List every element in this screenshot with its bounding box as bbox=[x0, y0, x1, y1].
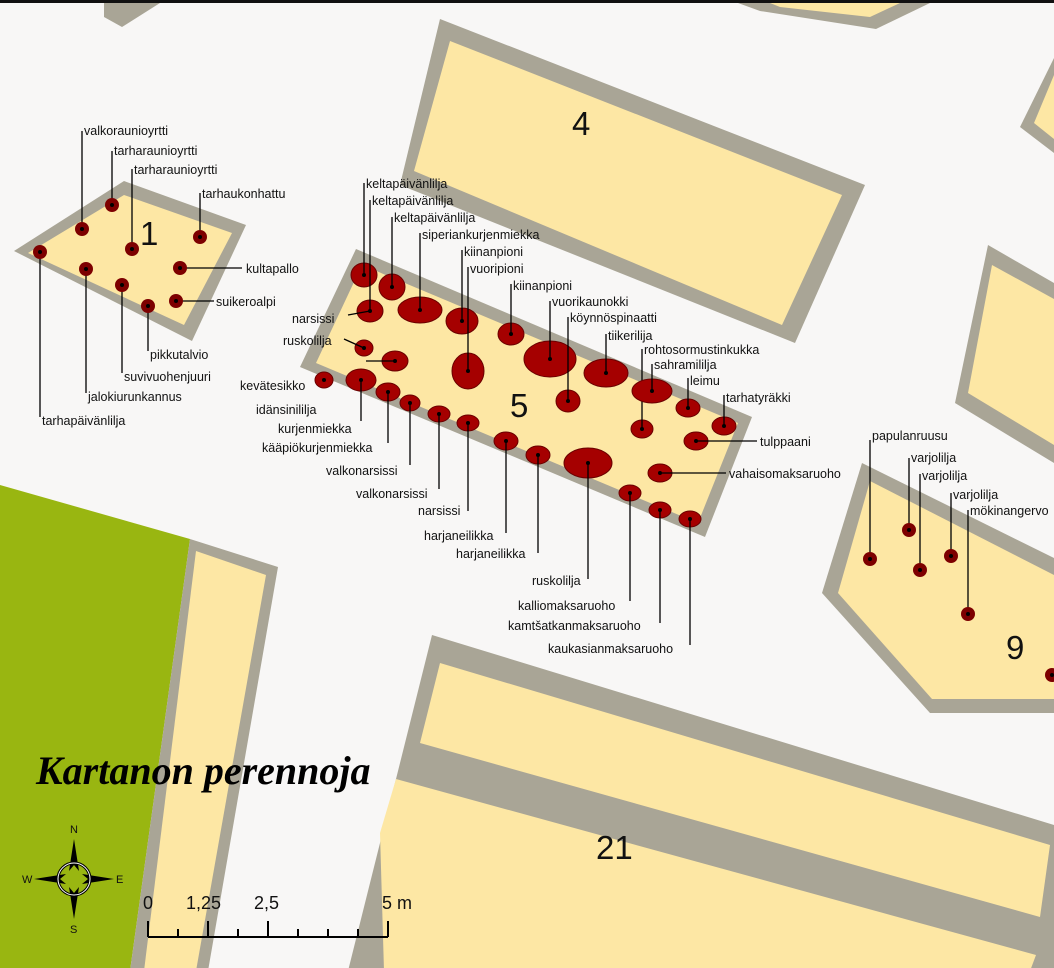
plant-label: valkoraunioyrtti bbox=[84, 124, 168, 138]
plant-label: kalliomaksaruoho bbox=[518, 599, 615, 613]
plant-label: tarhapäivänlilja bbox=[42, 414, 125, 428]
compass-east: E bbox=[116, 874, 123, 886]
map-title: Kartanon perennoja bbox=[35, 748, 371, 793]
plant-label: suikeroalpi bbox=[216, 295, 276, 309]
plant-label: kultapallo bbox=[246, 262, 299, 276]
plant-label: tulppaani bbox=[760, 435, 811, 449]
plant-label: jalokiurunkannus bbox=[87, 390, 182, 404]
plant-label: tiikerilija bbox=[608, 329, 653, 343]
bed-4 bbox=[414, 41, 842, 325]
plant-label: köynnöspinaatti bbox=[570, 311, 657, 325]
garden-map: 1 4 5 9 21 valkoraunioyrtti tarharaunioy… bbox=[0, 3, 1054, 968]
scale-tick-label: 1,25 bbox=[186, 893, 221, 913]
bed-number-21: 21 bbox=[596, 829, 633, 866]
plant-label: tarharaunioyrtti bbox=[114, 144, 197, 158]
scale-bar: 0 1,25 2,5 5 m bbox=[143, 893, 412, 938]
plant-label: siperiankurjenmiekka bbox=[422, 228, 539, 242]
plant-label: varjolilja bbox=[953, 488, 998, 502]
plant-label: tarharaunioyrtti bbox=[134, 163, 217, 177]
plant-label: kurjenmiekka bbox=[278, 422, 352, 436]
bed-5 bbox=[316, 265, 738, 523]
lawn-area bbox=[0, 485, 190, 968]
bed-fragment-top-right-inner bbox=[1034, 75, 1054, 139]
plant-label: narsissi bbox=[292, 312, 334, 326]
scale-tick-label: 5 m bbox=[382, 893, 412, 913]
bed-21-upper bbox=[420, 663, 1050, 917]
plant-label: valkonarsissi bbox=[326, 464, 398, 478]
plant-label: sahramililja bbox=[654, 358, 717, 372]
compass-south: S bbox=[70, 924, 77, 936]
plant-label: narsissi bbox=[418, 504, 460, 518]
plant-label: vuorikaunokki bbox=[552, 295, 628, 309]
compass-north: N bbox=[70, 824, 78, 836]
bed-9-plants: papulanruusu varjolilja varjolilja varjo… bbox=[863, 429, 1054, 682]
plant-label: papulanruusu bbox=[872, 429, 948, 443]
plant-label: valkonarsissi bbox=[356, 487, 428, 501]
bed-9 bbox=[838, 481, 1054, 699]
bed-number-5: 5 bbox=[510, 387, 528, 424]
plant-label: tarhaukonhattu bbox=[202, 187, 285, 201]
bed-5-plants: keltapäivänlilja keltapäivänlilja keltap… bbox=[240, 177, 841, 656]
plant-label: pikkutalvio bbox=[150, 348, 208, 362]
plant-label: kaukasianmaksaruoho bbox=[548, 642, 673, 656]
plant-label: keltapäivänlilja bbox=[372, 194, 453, 208]
bed-number-1: 1 bbox=[140, 215, 158, 252]
bed-number-9: 9 bbox=[1006, 629, 1024, 666]
plant-label: kiinanpioni bbox=[464, 245, 523, 259]
plant-label: keltapäivänlilja bbox=[394, 211, 475, 225]
bed-1-plants: valkoraunioyrtti tarharaunioyrtti tarhar… bbox=[33, 124, 299, 428]
plant-label: mökinangervo bbox=[970, 504, 1049, 518]
plant-label: ruskolilja bbox=[532, 574, 581, 588]
compass-rose: N E S W bbox=[22, 824, 123, 936]
plant-label: kiinanpioni bbox=[513, 279, 572, 293]
plant-label: varjolilja bbox=[911, 451, 956, 465]
scale-tick-label: 0 bbox=[143, 893, 153, 913]
bed-fragment-top-inner bbox=[770, 3, 900, 17]
bed-21-lower bbox=[380, 779, 1036, 968]
scale-tick-label: 2,5 bbox=[254, 893, 279, 913]
plant-label: tarhatyräkki bbox=[726, 391, 791, 405]
plant-label: harjaneilikka bbox=[456, 547, 526, 561]
plant-label: kamtšatkanmaksaruoho bbox=[508, 619, 641, 633]
compass-west: W bbox=[22, 874, 33, 886]
plant-label: ruskolilja bbox=[283, 334, 332, 348]
plant-label: varjolilja bbox=[922, 469, 967, 483]
bed-fragment-top-left bbox=[104, 3, 160, 27]
path-strip-inner bbox=[144, 551, 266, 968]
plant-label: idänsinililja bbox=[256, 403, 316, 417]
bed-right bbox=[968, 265, 1054, 445]
plant-label: suvivuohenjuuri bbox=[124, 370, 211, 384]
plant-label: kääpiökurjenmiekka bbox=[262, 441, 373, 455]
plant-label: kevätesikko bbox=[240, 379, 305, 393]
plant-label: vuoripioni bbox=[470, 262, 524, 276]
plant-label: harjaneilikka bbox=[424, 529, 494, 543]
plant-label: rohtosormustinkukka bbox=[644, 343, 759, 357]
plant-label: vahaisomaksaruoho bbox=[729, 467, 841, 481]
bed-number-4: 4 bbox=[572, 105, 590, 142]
plant-label: leimu bbox=[690, 374, 720, 388]
plant-point bbox=[1045, 668, 1054, 682]
plant-label: keltapäivänlilja bbox=[366, 177, 447, 191]
